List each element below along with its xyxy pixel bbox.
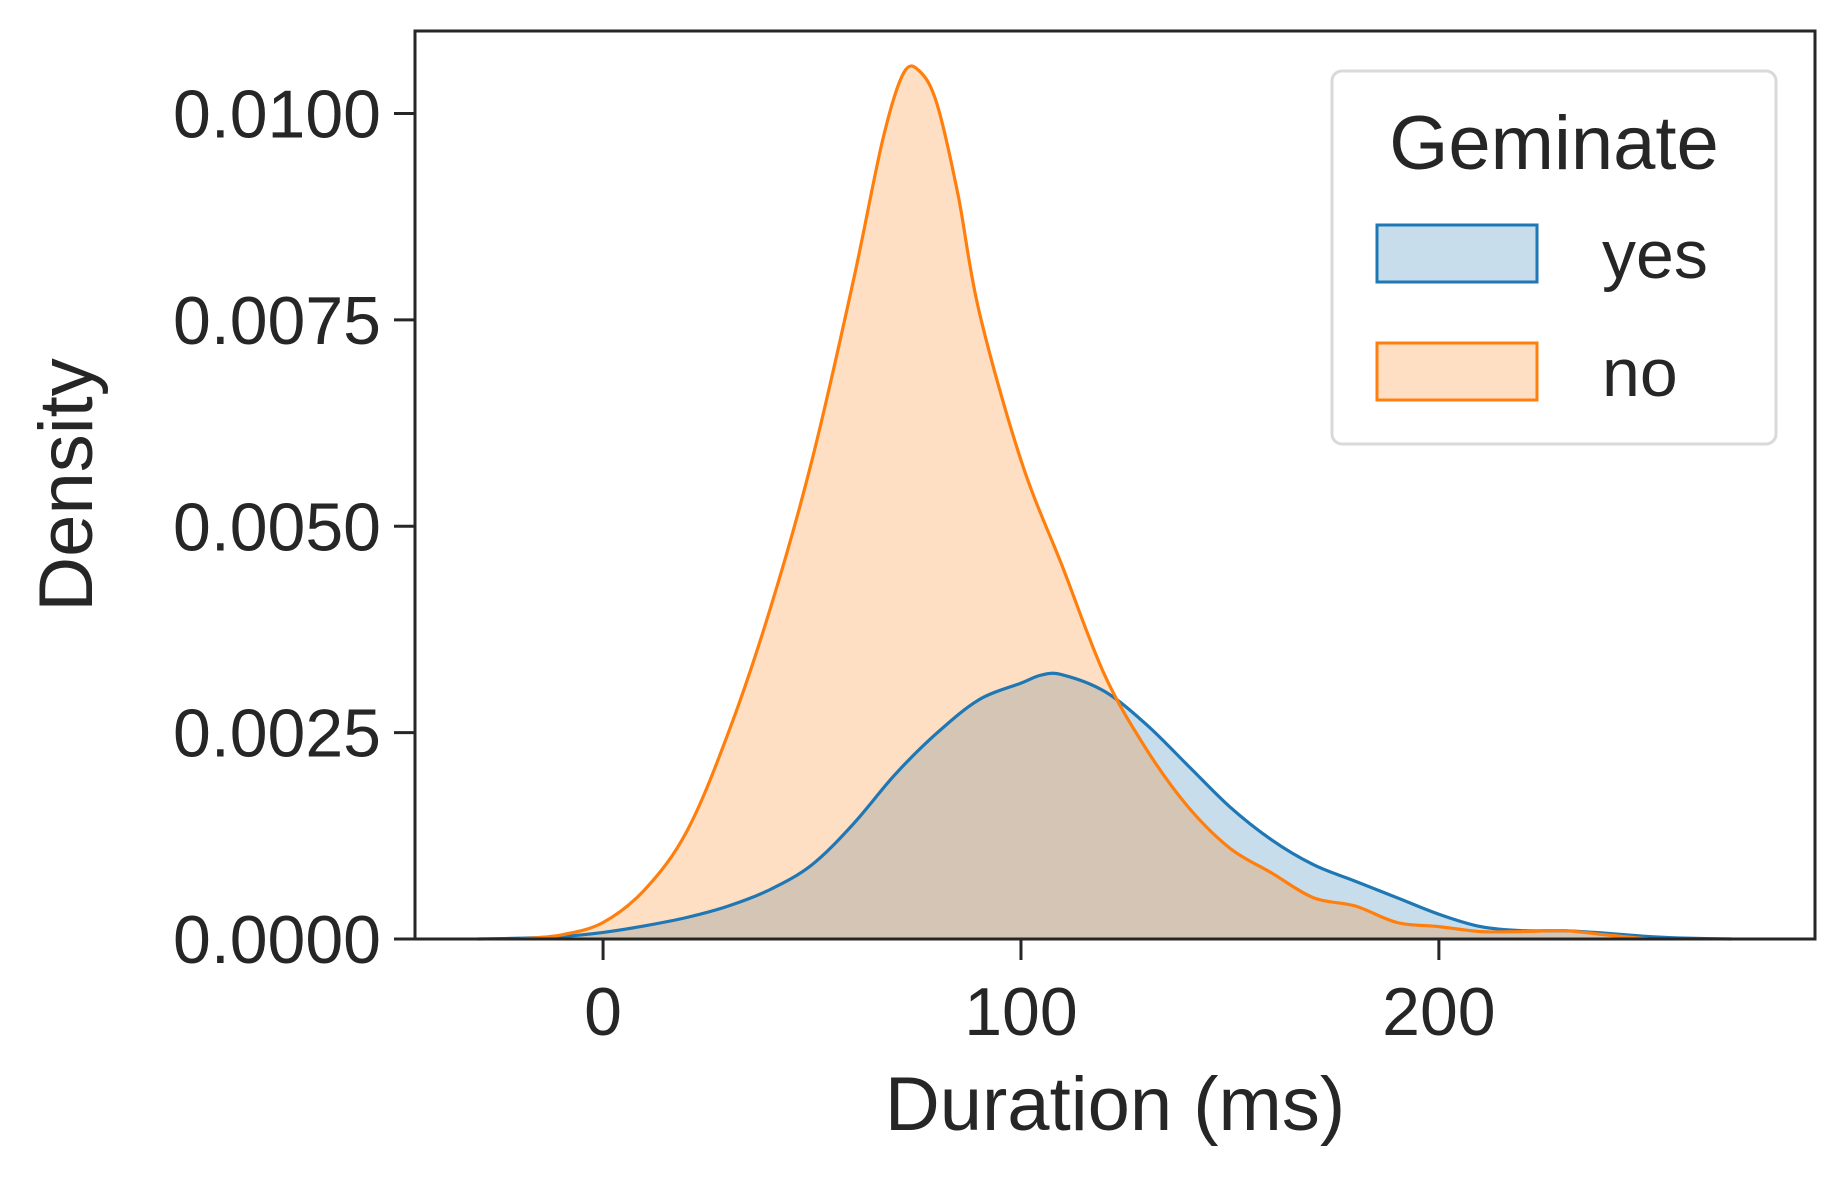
legend-label-no: no xyxy=(1602,335,1678,411)
x-tick-label: 200 xyxy=(1382,974,1495,1050)
legend-box xyxy=(1330,69,1778,446)
plot-frame xyxy=(413,29,1817,941)
y-tick-label: 0.0075 xyxy=(173,283,381,359)
series-line-no xyxy=(519,64,1648,941)
series-area-yes xyxy=(477,673,1732,939)
legend-items: yes no xyxy=(1375,217,1708,411)
y-axis: 0.0000 0.0025 0.0050 0.0075 0.0100 xyxy=(173,77,415,978)
plot-area xyxy=(477,64,1732,941)
legend-title: Geminate xyxy=(1389,101,1719,186)
y-tick-label: 0.0050 xyxy=(173,489,381,565)
y-tick-label: 0.0000 xyxy=(173,902,381,978)
y-axis-label: Density xyxy=(24,358,109,611)
x-tick-label: 0 xyxy=(584,974,622,1050)
legend-swatch-no xyxy=(1375,341,1539,402)
x-axis-label: Duration (ms) xyxy=(885,1062,1345,1147)
x-axis: 0 100 200 xyxy=(584,939,1496,1050)
legend-label-yes: yes xyxy=(1602,217,1708,293)
legend: Geminate yes no xyxy=(1330,69,1778,446)
y-tick-label: 0.0100 xyxy=(173,77,381,153)
y-tick-label: 0.0025 xyxy=(173,696,381,772)
x-tick-label: 100 xyxy=(964,974,1077,1050)
legend-swatch-yes xyxy=(1375,223,1539,284)
series-area-no xyxy=(519,65,1648,939)
